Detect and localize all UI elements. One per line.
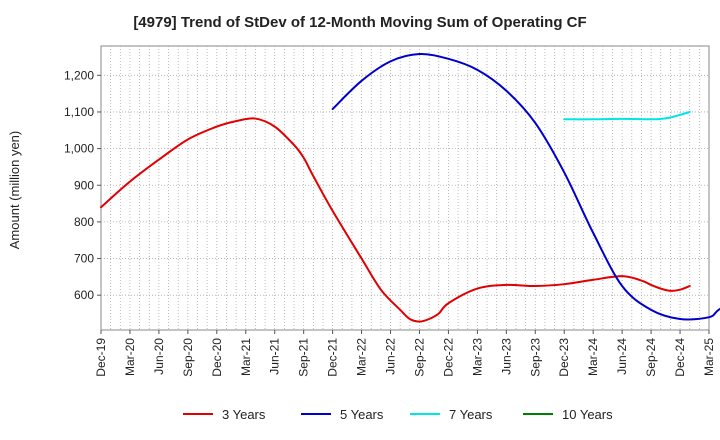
x-tick-label: Dec-24 (673, 338, 687, 377)
legend-label: 5 Years (340, 407, 384, 422)
y-axis: 600 700 800 900 1,000 1,100 1,200 (64, 68, 101, 302)
x-tick-label: Mar-22 (355, 338, 369, 376)
y-tick-label: 800 (74, 215, 94, 229)
x-tick-label: Dec-19 (94, 338, 108, 377)
y-tick-label: 700 (74, 252, 94, 266)
x-tick-label: Mar-21 (239, 338, 253, 376)
x-tick-label: Jun-24 (615, 338, 629, 375)
x-tick-label: Jun-23 (499, 338, 513, 375)
x-tick-label: Jun-20 (152, 338, 166, 375)
x-tick-label: Jun-21 (268, 338, 282, 375)
series-lines (100, 53, 720, 323)
x-tick-label: Dec-20 (210, 338, 224, 377)
y-tick-label: 1,200 (64, 68, 94, 82)
series-line-7-years (563, 110, 691, 121)
legend-label: 3 Years (222, 407, 266, 422)
x-tick-label: Mar-24 (586, 338, 600, 376)
y-tick-label: 600 (74, 288, 94, 302)
x-tick-label: Sep-20 (181, 338, 195, 377)
legend: 3 Years 5 Years 7 Years 10 Years (183, 407, 613, 422)
chart-title: [4979] Trend of StDev of 12-Month Moving… (133, 14, 587, 31)
grid (101, 46, 709, 330)
x-tick-label: Dec-22 (441, 338, 455, 377)
legend-label: 10 Years (562, 407, 613, 422)
x-tick-label: Sep-21 (297, 338, 311, 377)
plot-area (100, 45, 710, 331)
series-line-5-years (331, 53, 720, 321)
legend-label: 7 Years (449, 407, 493, 422)
x-tick-label: Dec-21 (326, 338, 340, 377)
x-tick-label: Sep-22 (412, 338, 426, 377)
y-tick-label: 900 (74, 178, 94, 192)
series-line-3-years (100, 117, 691, 323)
legend-item: 3 Years (183, 407, 266, 422)
legend-item: 10 Years (523, 407, 613, 422)
x-tick-label: Sep-23 (528, 338, 542, 377)
legend-item: 7 Years (410, 407, 493, 422)
x-tick-label: Mar-25 (702, 338, 716, 376)
legend-item: 5 Years (301, 407, 384, 422)
x-tick-label: Jun-22 (384, 338, 398, 375)
x-tick-label: Mar-20 (123, 338, 137, 376)
x-tick-label: Sep-24 (644, 338, 658, 377)
y-tick-label: 1,100 (64, 105, 94, 119)
y-axis-label: Amount (million yen) (7, 131, 22, 250)
y-tick-label: 1,000 (64, 142, 94, 156)
x-axis: Dec-19 Mar-20 Jun-20 Sep-20 Dec-20 Mar-21 Jun-… (94, 330, 716, 377)
x-tick-label: Mar-23 (470, 338, 484, 376)
x-tick-label: Dec-23 (557, 338, 571, 377)
